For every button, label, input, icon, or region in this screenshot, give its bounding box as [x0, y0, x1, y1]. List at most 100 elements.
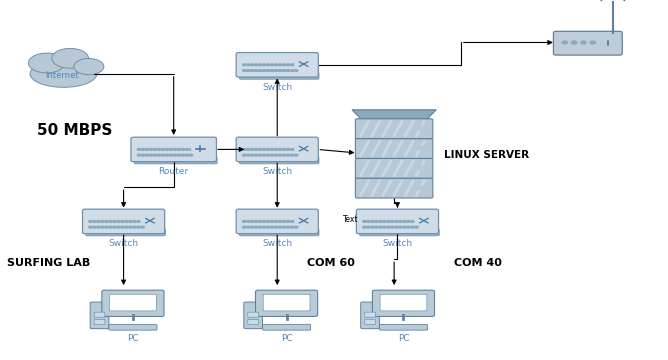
- FancyBboxPatch shape: [355, 158, 433, 178]
- FancyBboxPatch shape: [372, 290, 434, 316]
- Circle shape: [105, 226, 108, 228]
- Circle shape: [267, 149, 270, 150]
- Text: COM 60: COM 60: [307, 258, 355, 268]
- Circle shape: [271, 220, 274, 222]
- Text: Switch: Switch: [262, 239, 293, 248]
- Circle shape: [287, 70, 290, 72]
- Circle shape: [178, 149, 180, 150]
- Circle shape: [242, 70, 246, 72]
- Circle shape: [250, 64, 254, 66]
- Circle shape: [246, 70, 250, 72]
- Circle shape: [246, 220, 250, 222]
- Circle shape: [97, 226, 100, 228]
- FancyBboxPatch shape: [239, 157, 319, 164]
- Circle shape: [129, 226, 132, 228]
- FancyBboxPatch shape: [86, 229, 166, 236]
- Circle shape: [399, 220, 402, 222]
- Circle shape: [166, 149, 168, 150]
- Circle shape: [367, 226, 370, 228]
- Circle shape: [113, 226, 116, 228]
- Circle shape: [101, 226, 104, 228]
- Circle shape: [242, 64, 246, 66]
- Circle shape: [250, 154, 254, 156]
- Ellipse shape: [28, 53, 65, 73]
- Circle shape: [178, 154, 180, 156]
- FancyBboxPatch shape: [380, 294, 427, 311]
- Circle shape: [418, 126, 428, 131]
- Circle shape: [363, 226, 366, 228]
- Circle shape: [137, 220, 140, 222]
- Circle shape: [418, 146, 428, 151]
- Circle shape: [399, 226, 402, 228]
- Circle shape: [255, 226, 258, 228]
- Circle shape: [375, 226, 378, 228]
- Circle shape: [190, 149, 192, 150]
- Circle shape: [418, 166, 428, 171]
- Circle shape: [418, 185, 428, 191]
- Circle shape: [271, 149, 274, 150]
- Circle shape: [391, 220, 394, 222]
- Circle shape: [267, 70, 270, 72]
- Circle shape: [153, 149, 156, 150]
- Circle shape: [291, 154, 294, 156]
- Circle shape: [275, 226, 278, 228]
- Circle shape: [371, 226, 374, 228]
- Circle shape: [97, 220, 100, 222]
- Circle shape: [242, 149, 246, 150]
- Circle shape: [295, 59, 313, 69]
- Circle shape: [113, 220, 116, 222]
- Circle shape: [415, 216, 433, 225]
- Circle shape: [263, 64, 266, 66]
- Text: SURFING LAB: SURFING LAB: [7, 258, 90, 268]
- Circle shape: [146, 154, 148, 156]
- Circle shape: [255, 70, 258, 72]
- Circle shape: [295, 70, 298, 72]
- Circle shape: [271, 70, 274, 72]
- Circle shape: [371, 220, 374, 222]
- Circle shape: [415, 220, 418, 222]
- Circle shape: [109, 220, 112, 222]
- Circle shape: [255, 149, 258, 150]
- Circle shape: [138, 149, 140, 150]
- Text: COM 40: COM 40: [454, 258, 502, 268]
- Circle shape: [121, 220, 124, 222]
- Circle shape: [415, 226, 418, 228]
- Circle shape: [246, 154, 250, 156]
- Circle shape: [93, 226, 96, 228]
- Circle shape: [275, 64, 278, 66]
- FancyBboxPatch shape: [379, 324, 428, 330]
- Circle shape: [295, 216, 313, 225]
- Circle shape: [391, 226, 394, 228]
- Ellipse shape: [30, 60, 97, 87]
- Circle shape: [263, 154, 266, 156]
- Circle shape: [383, 226, 386, 228]
- Text: PC: PC: [127, 334, 139, 343]
- Circle shape: [162, 154, 164, 156]
- Circle shape: [287, 149, 290, 150]
- Circle shape: [101, 220, 104, 222]
- Circle shape: [367, 220, 370, 222]
- Circle shape: [150, 154, 152, 156]
- Circle shape: [267, 220, 270, 222]
- Circle shape: [590, 41, 596, 44]
- Circle shape: [295, 226, 298, 228]
- Circle shape: [275, 149, 278, 150]
- Text: Switch: Switch: [382, 239, 413, 248]
- Circle shape: [263, 226, 266, 228]
- Circle shape: [133, 220, 136, 222]
- Circle shape: [162, 149, 164, 150]
- Ellipse shape: [73, 58, 104, 75]
- Circle shape: [387, 226, 390, 228]
- Text: Switch: Switch: [262, 167, 293, 176]
- Circle shape: [153, 154, 156, 156]
- Circle shape: [138, 154, 140, 156]
- Circle shape: [275, 154, 278, 156]
- Circle shape: [379, 226, 382, 228]
- Text: Switch: Switch: [108, 239, 139, 248]
- Circle shape: [267, 226, 270, 228]
- FancyBboxPatch shape: [244, 302, 263, 329]
- Circle shape: [137, 226, 140, 228]
- FancyBboxPatch shape: [109, 324, 157, 330]
- Circle shape: [383, 220, 386, 222]
- Circle shape: [295, 64, 298, 66]
